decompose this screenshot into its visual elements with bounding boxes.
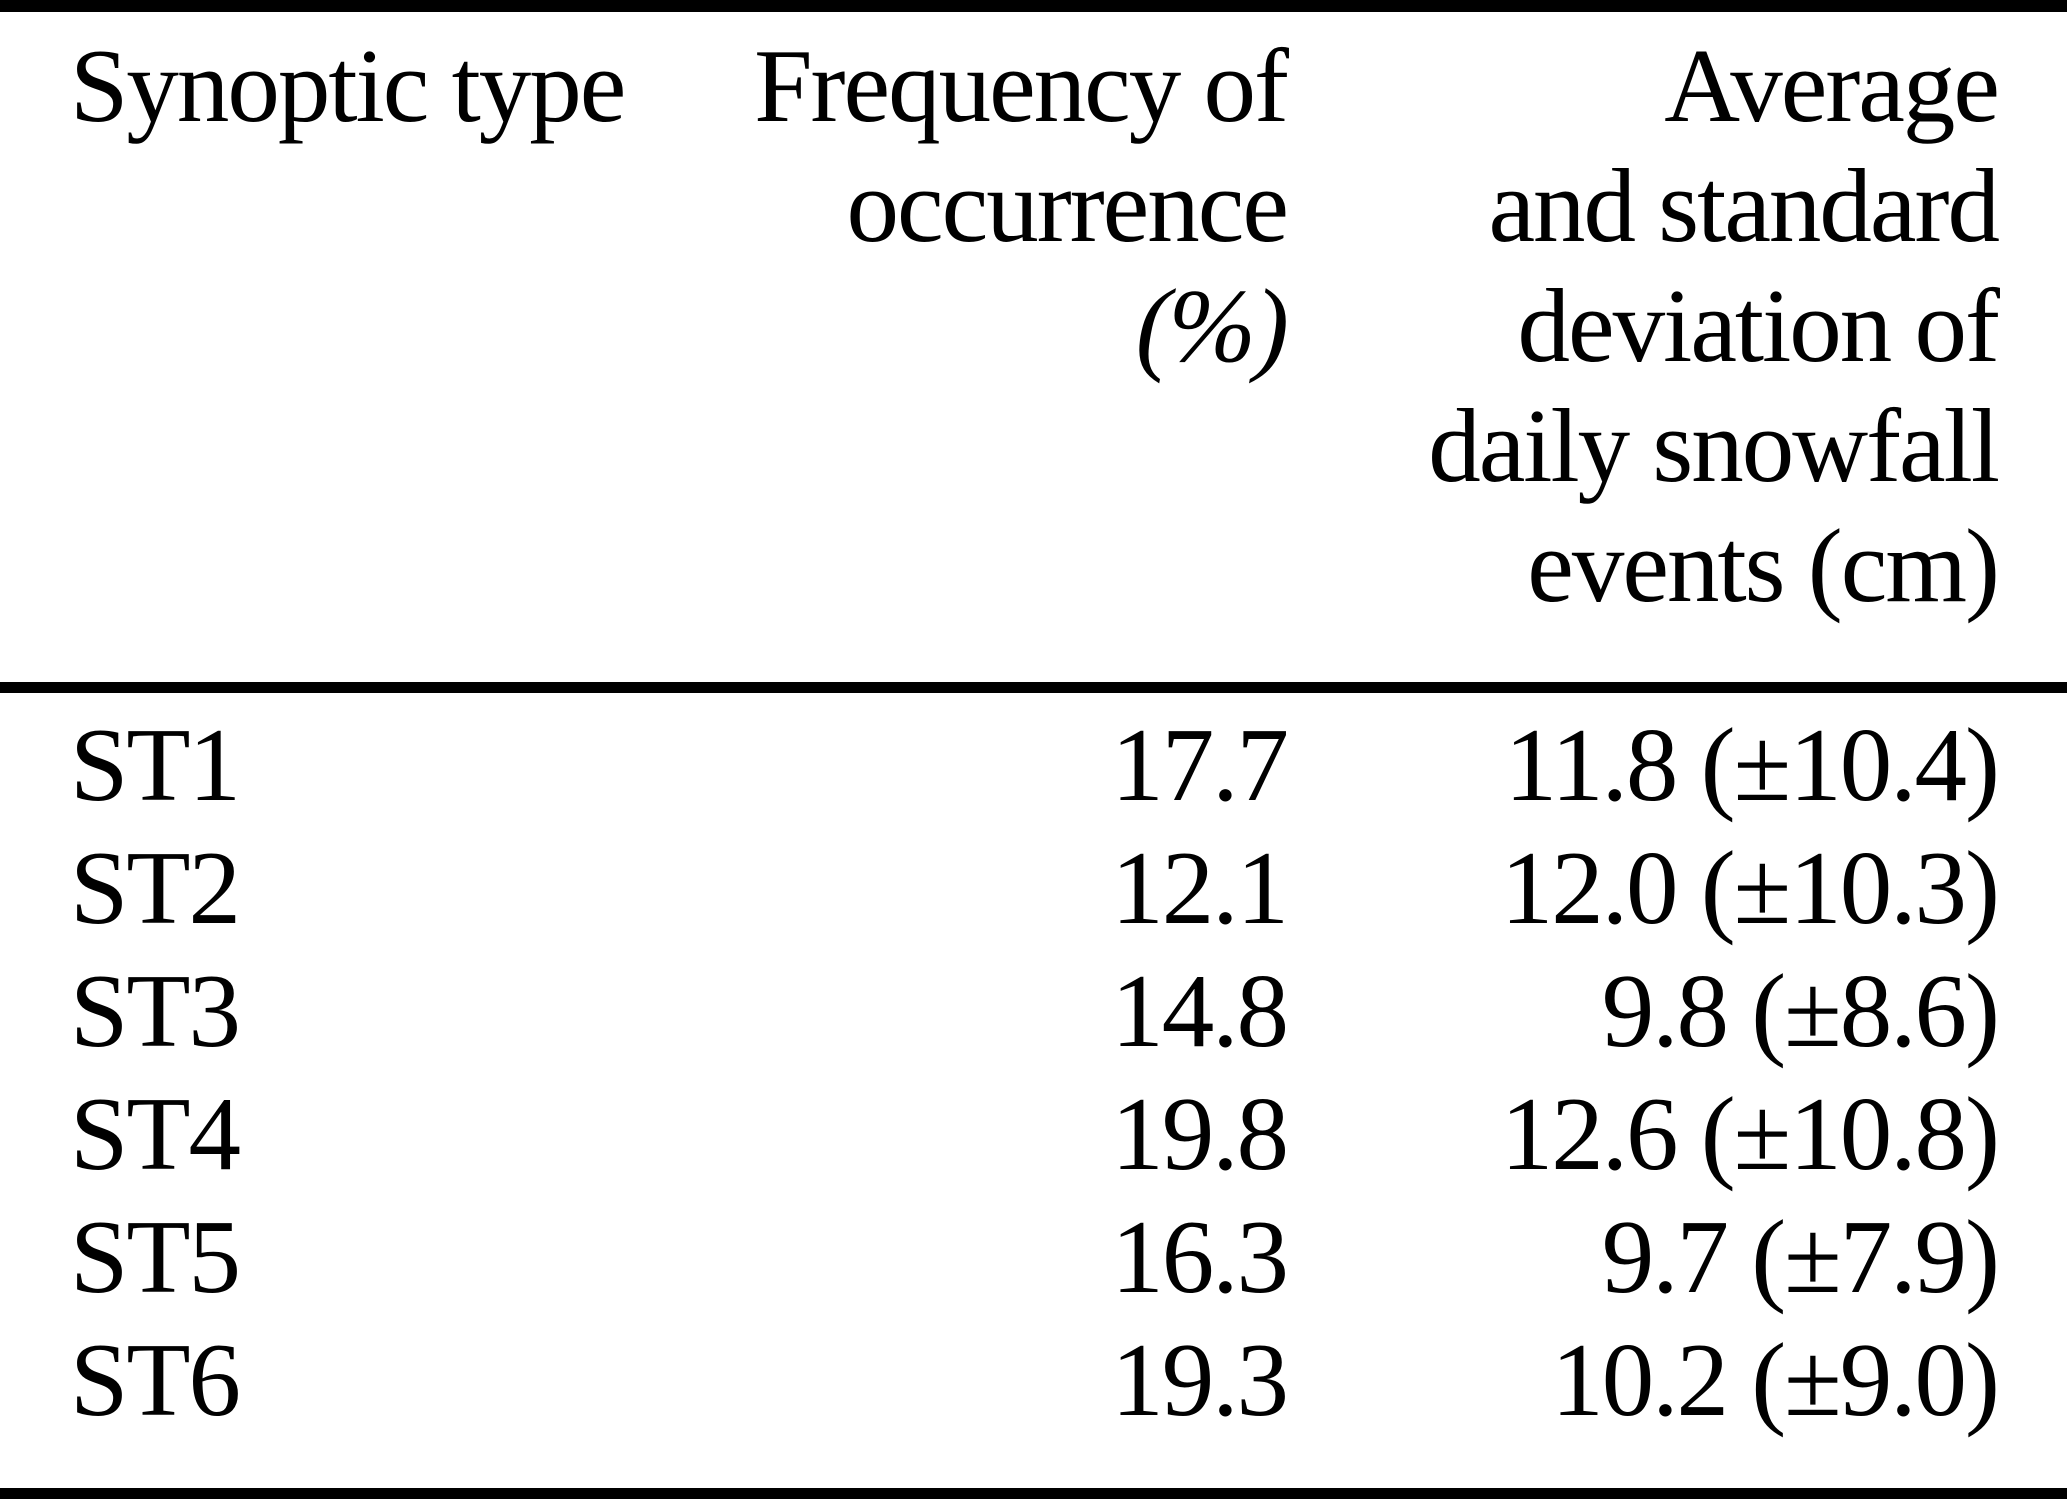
row-frequency-cell: 19.3 [1111, 1321, 1289, 1438]
table-bottom-rule [0, 1488, 2067, 1499]
header-col-average-snowfall: Average and standard deviation of daily … [1287, 26, 2067, 682]
header-line-percent-unit: (%) [1135, 267, 1289, 384]
row-type-cell: ST5 [70, 1198, 241, 1315]
row-snowfall-cell: 9.8 (±8.6) [1601, 952, 2000, 1069]
table-row: ST2 12.1 12.0 (±10.3) [0, 826, 2067, 949]
row-frequency-cell: 17.7 [1111, 706, 1289, 823]
header-col-synoptic-type: Synoptic type [0, 26, 700, 682]
table-row: ST5 16.3 9.7 (±7.9) [0, 1195, 2067, 1318]
table-row: ST6 19.3 10.2 (±9.0) [0, 1318, 2067, 1441]
header-line: occurrence [846, 147, 1289, 264]
header-line: Frequency of [754, 27, 1289, 144]
row-frequency-cell: 16.3 [1111, 1198, 1289, 1315]
row-type-cell: ST3 [70, 952, 241, 1069]
table-row: ST3 14.8 9.8 (±8.6) [0, 949, 2067, 1072]
row-snowfall-cell: 11.8 (±10.4) [1504, 706, 2000, 823]
table-header-row: Synoptic type Frequency of occurrence (%… [0, 12, 2067, 682]
row-frequency-cell: 19.8 [1111, 1075, 1289, 1192]
row-snowfall-cell: 10.2 (±9.0) [1551, 1321, 2000, 1438]
row-type-cell: ST1 [70, 706, 241, 823]
header-line: daily snowfall [1428, 387, 2000, 504]
header-col-frequency: Frequency of occurrence (%) [700, 26, 1289, 682]
table-header-rule [0, 682, 2067, 693]
table-row: ST1 17.7 11.8 (±10.4) [0, 703, 2067, 826]
row-type-cell: ST4 [70, 1075, 241, 1192]
row-snowfall-cell: 12.6 (±10.8) [1500, 1075, 2000, 1192]
row-frequency-cell: 12.1 [1111, 829, 1289, 946]
row-frequency-cell: 14.8 [1111, 952, 1289, 1069]
row-type-cell: ST6 [70, 1321, 241, 1438]
table-row: ST4 19.8 12.6 (±10.8) [0, 1072, 2067, 1195]
row-snowfall-cell: 12.0 (±10.3) [1500, 829, 2000, 946]
table-top-rule [0, 0, 2067, 12]
row-snowfall-cell: 9.7 (±7.9) [1601, 1198, 2000, 1315]
row-type-cell: ST2 [70, 829, 241, 946]
header-line: deviation of [1517, 267, 2000, 384]
table-body: ST1 17.7 11.8 (±10.4) ST2 12.1 12.0 (±10… [0, 693, 2067, 1488]
header-line: and standard [1488, 147, 2000, 264]
header-line: Average [1664, 27, 2000, 144]
header-line: events (cm) [1527, 507, 2000, 624]
header-line: Synoptic type [70, 27, 626, 144]
